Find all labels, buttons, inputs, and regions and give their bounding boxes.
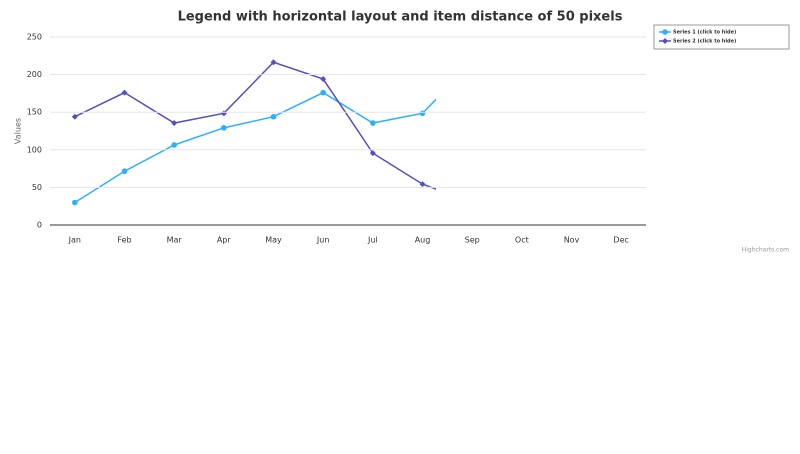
point: [569, 150, 575, 156]
point: [121, 168, 128, 175]
x-tick-label: Sep: [465, 236, 480, 245]
x-tick-label: Oct: [515, 236, 529, 245]
credits[interactable]: Highcharts.com: [742, 247, 789, 254]
point: [419, 110, 426, 117]
legend-label[interactable]: Series 2 (click to hide): [673, 39, 736, 45]
y-axis-title: Values: [14, 118, 23, 144]
legend-symbol: [662, 29, 668, 35]
y-tick-label: 100: [27, 145, 42, 154]
x-tick-label: May: [265, 236, 282, 245]
point: [171, 142, 177, 148]
y-tick-label: 0: [37, 221, 42, 230]
point: [72, 199, 78, 206]
point: [270, 59, 277, 66]
legend-symbol: [662, 38, 668, 44]
point: [519, 76, 525, 82]
y-tick-label: 150: [27, 108, 42, 117]
y-tick-label: 250: [27, 33, 42, 42]
point: [469, 200, 475, 206]
point: [121, 89, 128, 96]
point: [270, 113, 277, 120]
point: [369, 150, 376, 157]
point: [171, 120, 178, 127]
point: [221, 125, 227, 131]
point: [469, 59, 475, 65]
x-tick-label: Dec: [613, 236, 628, 245]
chart-title: Legend with horizontal layout and item d…: [178, 10, 623, 25]
x-tick-label: Nov: [564, 236, 580, 245]
point: [569, 142, 575, 148]
series-line: [74, 91, 436, 204]
y-tick-label: 200: [27, 70, 42, 79]
x-tick-label: Jan: [68, 236, 81, 245]
point: [71, 113, 78, 120]
point: [618, 181, 624, 187]
point: [618, 125, 624, 131]
legend-label[interactable]: Series 1 (click to hide): [673, 30, 736, 36]
y-tick-label: 50: [32, 183, 42, 192]
x-tick-label: Mar: [167, 236, 183, 245]
x-tick-label: Feb: [117, 236, 131, 245]
point: [419, 181, 426, 188]
x-tick-label: Jul: [367, 236, 378, 245]
point: [519, 168, 525, 174]
x-tick-label: Aug: [415, 236, 431, 245]
x-tick-label: Apr: [217, 236, 232, 245]
series-line: [74, 61, 436, 190]
point: [370, 120, 376, 126]
point: [320, 76, 327, 83]
legend-box: [653, 24, 790, 50]
series-group: [71, 59, 624, 206]
point: [320, 89, 326, 96]
x-tick-label: Jun: [316, 236, 330, 245]
